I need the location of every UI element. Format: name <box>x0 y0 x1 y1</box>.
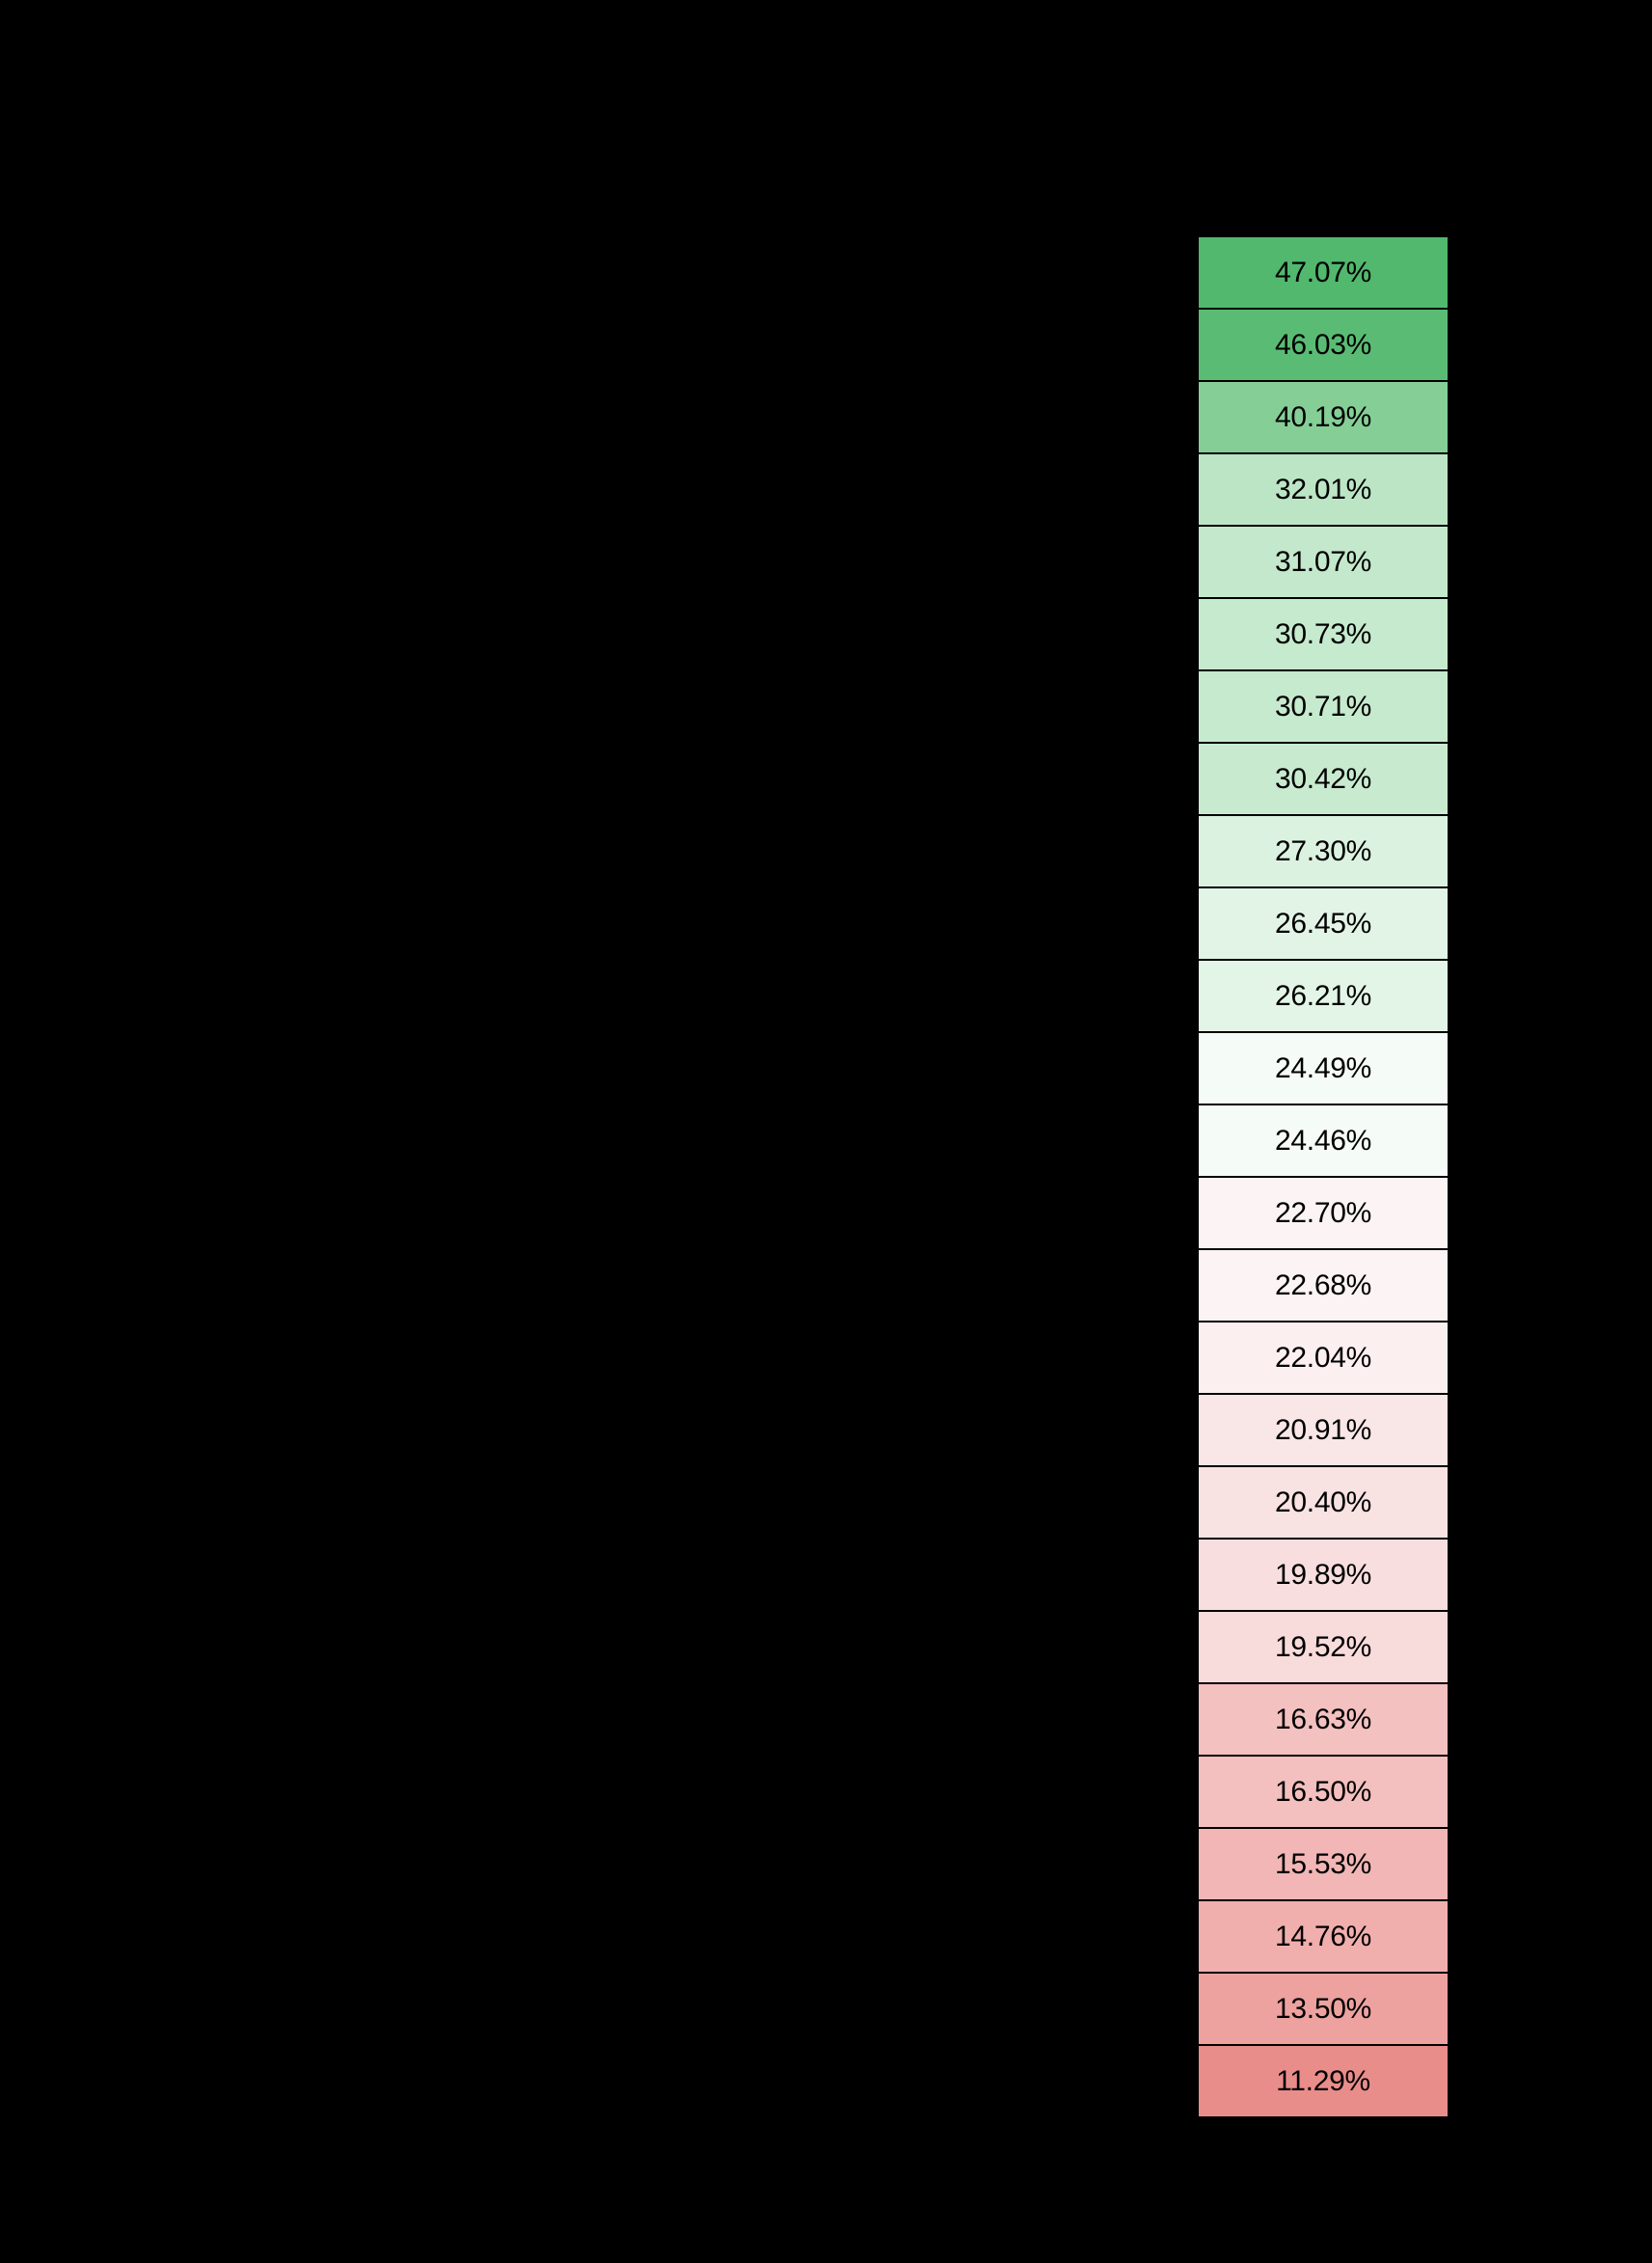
chart-canvas: 47.07%46.03%40.19%32.01%31.07%30.73%30.7… <box>0 0 1652 2263</box>
heatmap-cell: 46.03% <box>1198 309 1449 381</box>
heatmap-cell: 32.01% <box>1198 453 1449 526</box>
heatmap-cell: 16.63% <box>1198 1683 1449 1756</box>
heatmap-cell: 15.53% <box>1198 1828 1449 1900</box>
heatmap-cell: 40.19% <box>1198 381 1449 453</box>
heatmap-cell: 24.46% <box>1198 1104 1449 1177</box>
heatmap-cell: 30.73% <box>1198 598 1449 670</box>
heatmap-cell: 31.07% <box>1198 526 1449 598</box>
heatmap-cell: 30.71% <box>1198 670 1449 743</box>
heatmap-cell: 14.76% <box>1198 1900 1449 1973</box>
heatmap-cell: 26.45% <box>1198 887 1449 960</box>
heatmap-cell: 22.04% <box>1198 1322 1449 1394</box>
heatmap-cell: 19.52% <box>1198 1611 1449 1683</box>
heatmap-cell: 24.49% <box>1198 1032 1449 1104</box>
heatmap-cell: 13.50% <box>1198 1973 1449 2045</box>
heatmap-cell: 47.07% <box>1198 236 1449 309</box>
heatmap-cell: 20.40% <box>1198 1466 1449 1539</box>
heatmap-cell: 30.42% <box>1198 743 1449 815</box>
heatmap-cell: 16.50% <box>1198 1756 1449 1828</box>
heatmap-cell: 11.29% <box>1198 2045 1449 2117</box>
heatmap-cell: 22.70% <box>1198 1177 1449 1249</box>
heatmap-cell: 27.30% <box>1198 815 1449 887</box>
heatmap-cell: 19.89% <box>1198 1539 1449 1611</box>
heatmap-cell: 26.21% <box>1198 960 1449 1032</box>
heatmap-column: 47.07%46.03%40.19%32.01%31.07%30.73%30.7… <box>1198 236 1449 2117</box>
heatmap-cell: 20.91% <box>1198 1394 1449 1466</box>
heatmap-cell: 22.68% <box>1198 1249 1449 1322</box>
